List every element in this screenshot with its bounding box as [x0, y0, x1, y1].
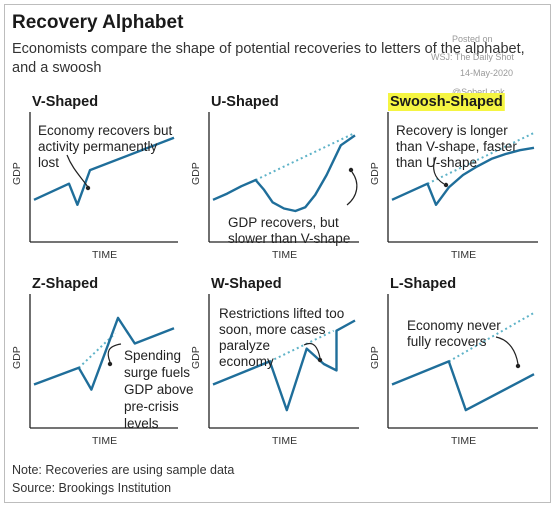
- annotation-arrow: [433, 156, 445, 185]
- annotation-arrow: [303, 342, 321, 359]
- series-line: [33, 136, 175, 207]
- y-axis-label: GDP: [11, 162, 23, 185]
- y-axis-label: GDP: [190, 346, 202, 369]
- annotation-line: paralyze: [219, 338, 270, 353]
- arrow-head: [107, 361, 113, 367]
- trend-line: [448, 311, 535, 363]
- trend-line: [269, 329, 335, 363]
- annotation-line: pre-crisis: [124, 399, 179, 414]
- page-title: Recovery Alphabet: [12, 12, 184, 33]
- x-axis-label: TIME: [272, 249, 297, 261]
- series-line: [391, 360, 535, 412]
- x-axis-label: TIME: [92, 249, 117, 261]
- annotation-line: activity permanently: [38, 139, 158, 154]
- y-axis-label: GDP: [11, 346, 23, 369]
- annotation-line: Restrictions lifted too: [219, 306, 344, 321]
- panel-title: V-Shaped: [32, 94, 98, 110]
- watermark-handle: @SoberLook: [452, 87, 505, 97]
- trend-line: [255, 131, 356, 181]
- series-line: [212, 319, 356, 412]
- y-axis-label: GDP: [190, 162, 202, 185]
- x-axis-label: TIME: [272, 435, 297, 447]
- annotation-line: economy: [219, 354, 274, 369]
- arrow-head: [348, 167, 354, 173]
- annotation-arrow: [66, 154, 89, 188]
- panel-title: W-Shaped: [211, 276, 282, 292]
- arrow-head: [443, 182, 449, 188]
- x-axis-label: TIME: [451, 435, 476, 447]
- annotation-line: Spending: [124, 348, 181, 363]
- title-highlight: [388, 93, 505, 111]
- watermark-posted: Posted on: [452, 34, 493, 44]
- annotation-line: surge fuels: [124, 365, 190, 380]
- annotation-line: Recovery is longer: [396, 123, 508, 138]
- annotation-line: Economy recovers but: [38, 123, 173, 138]
- note-text: Note: Recoveries are using sample data: [12, 463, 235, 477]
- y-axis-label: GDP: [369, 346, 381, 369]
- panel-title: Swoosh-Shaped: [390, 94, 503, 110]
- annotation-line: lost: [38, 155, 59, 170]
- annotation-line: levels: [124, 416, 159, 431]
- y-axis-label: GDP: [369, 162, 381, 185]
- arrow-head: [317, 357, 323, 363]
- source-text: Source: Brookings Institution: [12, 481, 172, 495]
- arrow-head: [85, 185, 91, 191]
- annotation-line: fully recovers: [407, 334, 487, 349]
- series-line: [212, 134, 356, 213]
- chart-frame: [4, 4, 551, 503]
- watermark-source: WSJ: The Daily Shot: [431, 52, 514, 62]
- x-axis-label: TIME: [92, 435, 117, 447]
- panel-title: Z-Shaped: [32, 276, 98, 292]
- watermark-date: 14-May-2020: [460, 68, 514, 78]
- page-subtitle: Economists compare the shape of potentia…: [12, 41, 525, 76]
- panel-title: L-Shaped: [390, 276, 456, 292]
- arrow-head: [515, 363, 521, 369]
- annotation-arrow: [107, 343, 122, 363]
- annotation-line: slower than V-shape: [228, 231, 350, 246]
- annotation-arrow: [495, 336, 519, 365]
- x-axis-label: TIME: [451, 249, 476, 261]
- annotation-line: GDP recovers, but: [228, 215, 339, 230]
- panel-title: U-Shaped: [211, 94, 279, 110]
- series-line: [33, 316, 175, 391]
- series-line: [391, 146, 535, 207]
- annotation-line: GDP above: [124, 382, 194, 397]
- annotation-line: than V-shape, faster: [396, 139, 517, 154]
- annotation-line: soon, more cases: [219, 322, 326, 337]
- annotation-line: than U-shape: [396, 155, 477, 170]
- annotation-line: Economy never: [407, 318, 501, 333]
- annotation-arrow: [346, 171, 358, 206]
